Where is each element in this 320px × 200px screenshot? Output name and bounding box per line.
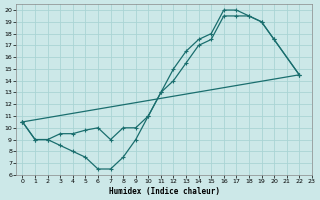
X-axis label: Humidex (Indice chaleur): Humidex (Indice chaleur) — [108, 187, 220, 196]
